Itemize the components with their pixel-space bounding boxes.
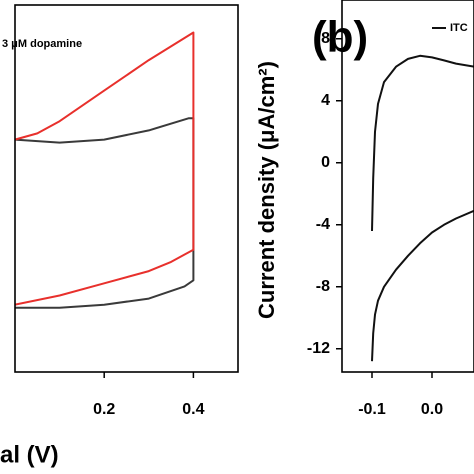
y-tick-label: 8: [321, 30, 330, 47]
y-tick-label: -4: [316, 216, 330, 233]
annotation: 3 μM dopamine: [2, 38, 82, 50]
plot-area: [371, 54, 474, 362]
y-axis-label: Current density (μA/cm²): [254, 61, 279, 319]
plot-frame: [14, 4, 239, 373]
x-tick-label: 0.2: [93, 401, 115, 418]
plot-frame: [341, 0, 474, 373]
legend-label: ITC: [450, 22, 468, 34]
data-line: [15, 31, 195, 306]
y-tick-label: 0: [321, 154, 330, 171]
plot-area: [15, 31, 195, 309]
x-tick-label: 0.4: [182, 401, 204, 418]
y-tick-label: -12: [307, 340, 330, 357]
x-tick-label: -0.1: [358, 401, 386, 418]
y-tick-label: -8: [316, 278, 330, 295]
y-tick-label: 4: [321, 92, 330, 109]
data-line: [371, 54, 474, 362]
data-line: [15, 117, 195, 309]
x-tick-label: 0.0: [421, 401, 443, 418]
panel-label: (b): [312, 13, 368, 62]
x-axis-label: al (V): [0, 441, 59, 468]
